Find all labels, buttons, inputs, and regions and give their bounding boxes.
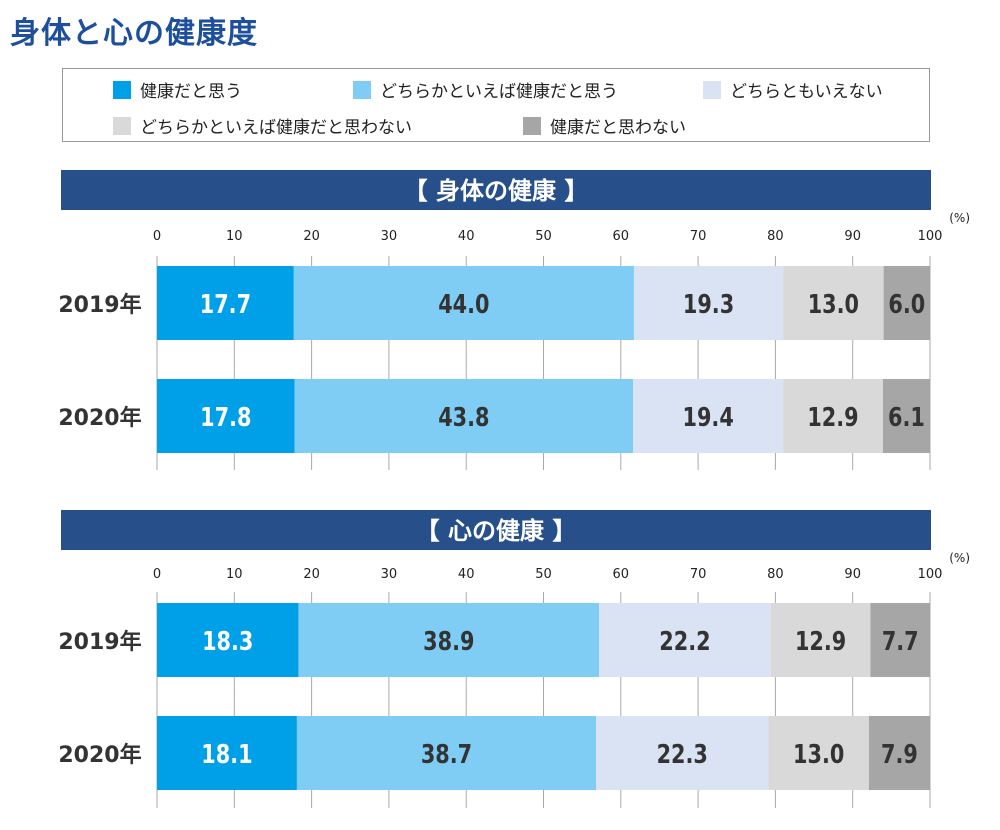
tick-label: 40 <box>458 229 475 244</box>
data-label: 18.3 <box>202 626 253 657</box>
legend-item: 健康だと思う <box>113 77 242 102</box>
category-label: 2019年 <box>58 292 141 318</box>
tick-label: 10 <box>226 567 243 582</box>
bar-segment <box>296 716 597 790</box>
category-label: 2020年 <box>58 405 141 431</box>
category-label: 2020年 <box>58 742 141 768</box>
data-label: 13.0 <box>793 739 844 770</box>
tick-label: 10 <box>226 229 243 244</box>
legend-swatch <box>113 116 131 135</box>
data-label: 13.0 <box>808 289 859 320</box>
data-label: 38.7 <box>421 739 472 770</box>
data-label: 6.1 <box>888 402 925 433</box>
tick-label: 0 <box>153 567 161 582</box>
bar-segment <box>633 379 784 453</box>
data-label: 6.0 <box>888 289 925 320</box>
tick-label: 100 <box>918 229 943 244</box>
bar-segment <box>882 379 930 453</box>
tick-label: 60 <box>613 567 630 582</box>
data-label: 44.0 <box>438 289 489 320</box>
legend-label: 健康だと思わない <box>550 118 686 138</box>
bar-segment <box>768 716 869 790</box>
legend-swatch <box>703 80 721 99</box>
data-label: 19.4 <box>683 402 734 433</box>
bar-segment <box>633 266 784 340</box>
tick-label: 50 <box>535 229 552 244</box>
bar-segment <box>157 266 294 340</box>
bar-segment <box>783 266 884 340</box>
legend-label: どちらかといえば健康だと思わない <box>140 118 412 138</box>
tick-label: 20 <box>303 229 320 244</box>
tick-label: 40 <box>458 567 475 582</box>
legend-label: どちらかといえば健康だと思う <box>380 82 618 102</box>
tick-label: 60 <box>613 229 630 244</box>
tick-label: 100 <box>918 567 943 582</box>
bar-segment <box>298 603 600 677</box>
bar-segment <box>157 379 295 453</box>
legend: 健康だと思う どちらかといえば健康だと思う どちらともいえないどちらかといえば健康だ… <box>62 68 930 142</box>
tick-label: 0 <box>153 229 161 244</box>
bar-segment <box>596 716 769 790</box>
bar-segment <box>157 603 299 677</box>
tick-label: 20 <box>303 567 320 582</box>
legend-swatch <box>113 80 131 99</box>
bar-segment <box>783 379 883 453</box>
legend-label: 健康だと思う <box>140 82 242 102</box>
section-title: 【 身体の健康 】 <box>404 177 589 205</box>
bar-segment <box>157 716 297 790</box>
section-band <box>61 510 931 550</box>
legend-swatch <box>523 116 541 135</box>
legend-item: どちらかといえば健康だと思う <box>353 77 618 102</box>
tick-label: 30 <box>381 229 398 244</box>
tick-label: 80 <box>767 229 784 244</box>
data-label: 22.3 <box>657 739 708 770</box>
data-label: 22.2 <box>659 626 710 657</box>
unit-label: (%) <box>949 211 970 225</box>
bar-segment <box>870 603 930 677</box>
tick-label: 90 <box>844 229 861 244</box>
bar-segment <box>868 716 930 790</box>
bar-segment <box>770 603 871 677</box>
data-label: 43.8 <box>438 402 489 433</box>
bar-segment <box>293 266 634 340</box>
tick-label: 70 <box>690 229 707 244</box>
data-label: 17.7 <box>200 289 251 320</box>
legend-label: どちらともいえない <box>730 82 883 102</box>
tick-label: 30 <box>381 567 398 582</box>
data-label: 12.9 <box>807 402 858 433</box>
unit-label: (%) <box>949 551 970 565</box>
legend-item: 健康だと思わない <box>523 113 686 138</box>
legend-swatch <box>353 80 371 99</box>
data-label: 18.1 <box>201 739 252 770</box>
tick-label: 50 <box>535 567 552 582</box>
data-label: 38.9 <box>423 626 474 657</box>
data-label: 19.3 <box>683 289 734 320</box>
tick-label: 90 <box>844 567 861 582</box>
data-label: 17.8 <box>200 402 251 433</box>
section-band <box>61 170 931 210</box>
legend-item: どちらかといえば健康だと思わない <box>113 113 412 138</box>
category-label: 2019年 <box>58 629 141 655</box>
legend-item: どちらともいえない <box>703 77 883 102</box>
data-label: 7.7 <box>882 626 919 657</box>
tick-label: 70 <box>690 567 707 582</box>
section-title: 【 心の健康 】 <box>416 517 577 545</box>
bar-segment <box>294 379 634 453</box>
data-label: 7.9 <box>881 739 918 770</box>
data-label: 12.9 <box>795 626 846 657</box>
page-title: 身体と心の健康度 <box>10 16 258 51</box>
bar-segment <box>599 603 771 677</box>
tick-label: 80 <box>767 567 784 582</box>
bar-segment <box>883 266 930 340</box>
